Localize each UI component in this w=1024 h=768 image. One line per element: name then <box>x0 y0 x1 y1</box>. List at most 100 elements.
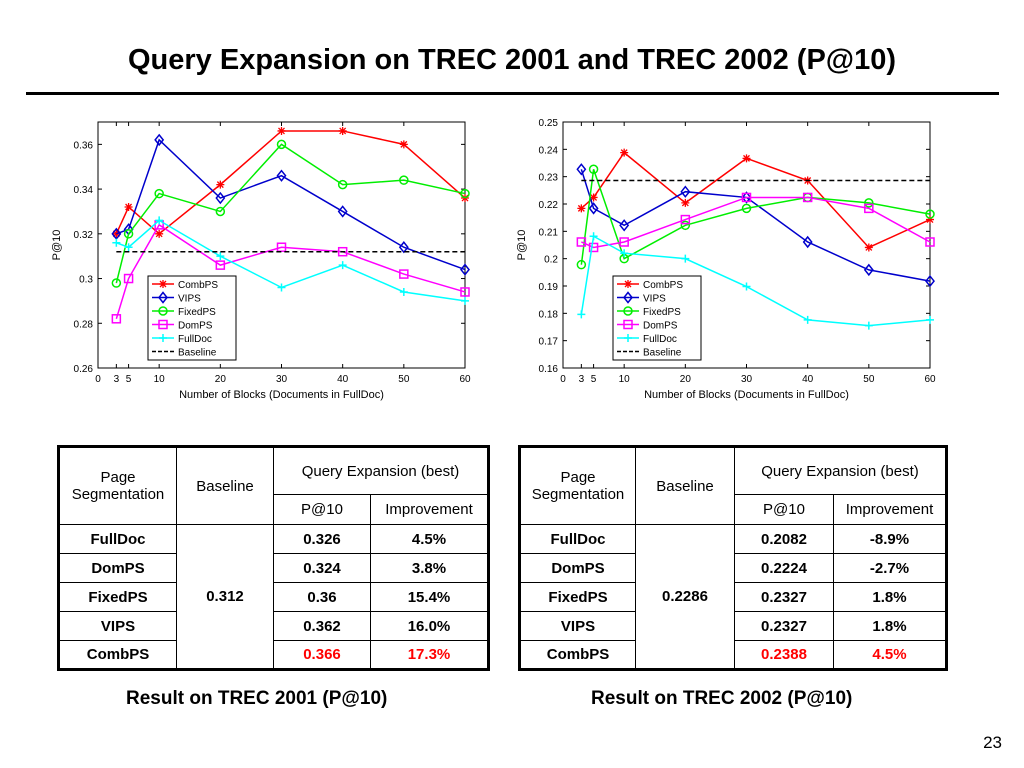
c1-x-tick-label: 60 <box>459 374 471 385</box>
c1-point-fixedps <box>337 179 348 190</box>
cell-p10: 0.2224 <box>734 553 834 583</box>
c2-point-domps <box>741 192 752 203</box>
row-label-fixedps: FixedPS <box>519 582 636 612</box>
row-label-fulldoc: FullDoc <box>58 524 177 554</box>
c2-x-tick-label: 20 <box>680 374 692 385</box>
c1-legend-marker-domps <box>158 319 168 330</box>
c1-y-tick-label: 0.28 <box>74 319 94 330</box>
c1-series-line-combps <box>115 130 466 235</box>
c2-series-line-fixedps <box>580 169 931 265</box>
c1-legend-marker-fulldoc <box>159 334 167 342</box>
c1-point-fulldoc <box>399 287 408 296</box>
c2-point-domps <box>588 242 599 253</box>
chart-trec-2001: 0.26 0.28 0.3 0.32 0.34 0.36 0 3 5 10 20 30 40 50 60 Nu… <box>51 121 471 401</box>
c2-legend-marker-fulldoc <box>624 334 632 342</box>
c1-x-tick-label: 20 <box>215 374 227 385</box>
c1-legend-marker-vips <box>158 291 168 304</box>
c1-point-domps <box>399 269 409 279</box>
header-query-expansion: Query Expansion (best) <box>273 446 489 495</box>
c1-series-line-vips <box>116 138 466 271</box>
c2-point-fulldoc <box>803 315 812 324</box>
c2-legend-marker-fixedps <box>623 306 633 316</box>
results-table-trec-2001: Page Segmentation Baseline Query Expansi… <box>57 445 490 671</box>
row-label-domps: DomPS <box>58 553 177 583</box>
c2-y-tick-label: 0.2 <box>544 255 558 266</box>
c1-point-fulldoc <box>112 238 121 247</box>
c2-point-combps <box>577 204 586 213</box>
c2-series-line-combps <box>580 151 931 249</box>
cell-p10: 0.362 <box>273 611 371 641</box>
c1-y-axis-label: P@10 <box>51 230 63 261</box>
c1-point-domps <box>111 314 122 324</box>
c1-legend-box <box>147 275 237 361</box>
c1-point-combps <box>124 202 133 211</box>
cell-improvement-best: 17.3% <box>370 640 489 670</box>
c2-point-combps <box>864 243 873 252</box>
c2-y-tick-label: 0.18 <box>539 309 559 320</box>
c2-y-axis-label: P@10 <box>516 230 528 261</box>
c1-point-fixedps <box>215 206 226 217</box>
c2-point-fixedps <box>741 203 752 214</box>
c1-point-vips <box>460 263 470 276</box>
cell-improvement: 1.8% <box>833 611 947 641</box>
c2-point-combps <box>589 193 598 202</box>
c2-x-tick-label: 0 <box>560 374 566 385</box>
c1-point-fixedps <box>111 278 122 288</box>
c2-series-line-vips <box>580 169 931 282</box>
c2-point-fulldoc <box>620 249 629 258</box>
c1-point-combps <box>399 140 408 149</box>
c1-legend-label-vips: VIPS <box>178 294 201 305</box>
c2-point-vips <box>680 185 691 198</box>
row-label-fixedps: FixedPS <box>58 582 177 612</box>
cell-p10: 0.2082 <box>734 524 834 554</box>
cell-p10-best: 0.366 <box>273 640 371 670</box>
c1-x-tick-label: 5 <box>126 374 132 385</box>
c2-y-tick-label: 0.25 <box>539 118 559 129</box>
row-label-vips: VIPS <box>519 611 636 641</box>
cell-improvement: 15.4% <box>370 582 489 612</box>
c1-point-domps <box>460 287 470 297</box>
c2-point-fulldoc <box>681 254 690 263</box>
c1-legend-label-domps: DomPS <box>178 321 213 332</box>
c1-point-domps <box>123 273 134 284</box>
page-number: 23 <box>983 733 1002 752</box>
c2-point-domps <box>864 203 874 214</box>
row-label-domps: DomPS <box>519 553 636 583</box>
cell-improvement-best: 4.5% <box>833 640 947 670</box>
cell-improvement: -8.9% <box>833 524 947 554</box>
cell-p10: 0.324 <box>273 553 371 583</box>
c2-y-tick-label: 0.19 <box>539 282 559 293</box>
c2-x-tick-label: 3 <box>579 374 585 385</box>
c2-y-tick-label: 0.23 <box>539 173 559 184</box>
header-improvement: Improvement <box>370 494 489 525</box>
c2-point-fulldoc <box>926 315 934 324</box>
c1-point-fulldoc <box>338 261 347 270</box>
c2-y-tick-label: 0.21 <box>539 227 559 238</box>
c2-point-fulldoc <box>864 321 873 330</box>
c1-point-vips <box>154 133 165 147</box>
header-page-segmentation: Page Segmentation <box>519 446 636 525</box>
c2-legend-marker-domps <box>623 319 633 330</box>
cell-p10: 0.326 <box>273 524 371 554</box>
c2-legend-marker-combps <box>624 280 632 288</box>
cell-improvement: 1.8% <box>833 582 947 612</box>
slide-title: Query Expansion on TREC 2001 and TREC 20… <box>127 44 896 76</box>
c1-legend-label-baseline: Baseline <box>178 348 217 359</box>
caption-trec-2001: Result on TREC 2001 (P@10) <box>126 688 388 709</box>
c2-point-vips <box>741 191 752 204</box>
header-query-expansion: Query Expansion (best) <box>734 446 947 495</box>
c2-y-tick-label: 0.17 <box>539 337 559 348</box>
c1-series-line-fulldoc <box>116 219 466 302</box>
c1-x-tick-label: 0 <box>95 374 101 385</box>
c1-point-combps <box>338 126 347 135</box>
c1-point-fulldoc <box>277 283 286 292</box>
c1-point-fulldoc <box>461 296 469 305</box>
c2-point-domps <box>576 237 587 247</box>
c1-y-tick-label: 0.32 <box>74 230 94 241</box>
c2-point-combps <box>681 198 690 207</box>
c2-x-axis-label: Number of Blocks (Documents in FullDoc) <box>644 389 849 401</box>
cell-improvement: -2.7% <box>833 553 947 583</box>
c1-point-fixedps <box>276 139 287 150</box>
c1-point-vips <box>398 241 409 254</box>
c1-y-tick-label: 0.3 <box>79 275 93 286</box>
